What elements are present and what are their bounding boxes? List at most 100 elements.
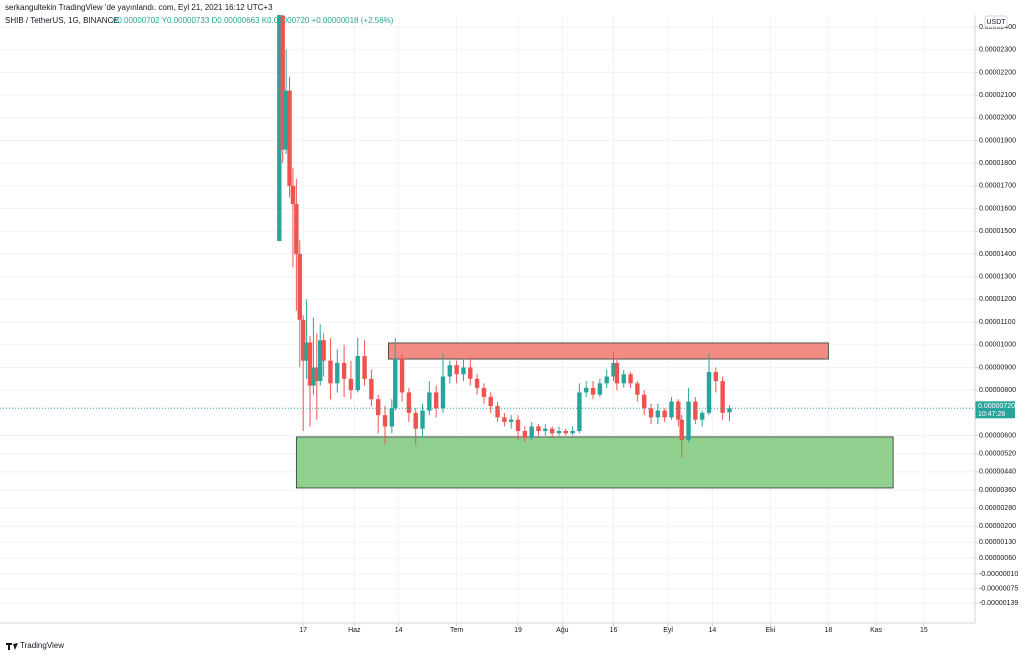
y-tick-label: 0.00000600	[979, 432, 1016, 439]
candle-body	[389, 408, 395, 427]
candle-body	[348, 378, 354, 391]
candle-body	[488, 396, 493, 407]
candle-body	[399, 358, 405, 393]
candle-body	[577, 392, 582, 432]
candle-body	[433, 392, 439, 409]
candle-body	[341, 362, 347, 379]
y-tick-label: 0.00000520	[979, 451, 1016, 458]
y-tick-label: 0.00001400	[979, 251, 1016, 258]
candle-body	[522, 431, 528, 438]
x-tick-label: 19	[514, 627, 522, 634]
candle-body	[614, 362, 620, 384]
candle-body	[290, 185, 296, 205]
candle-body	[648, 408, 654, 418]
candle-body	[427, 392, 432, 411]
candle-body	[277, 15, 282, 242]
currency-box[interactable]	[984, 15, 1008, 28]
x-tick-label: 15	[920, 627, 928, 634]
candle-body	[461, 367, 466, 375]
y-tick-label: 0.00001300	[979, 274, 1016, 281]
y-tick-label: 0.00001600	[979, 205, 1016, 212]
y-tick-label: 0.00002300	[979, 47, 1016, 54]
candle-body	[556, 431, 562, 434]
candle-body	[597, 383, 603, 395]
candle-body	[502, 417, 507, 422]
candle-body	[699, 412, 705, 420]
candle-body	[495, 406, 500, 418]
candle-body	[570, 431, 575, 434]
candle-body	[474, 378, 480, 388]
y-tick-label: 0.00002100	[979, 92, 1016, 99]
y-tick-label: 0.00001200	[979, 296, 1016, 303]
y-tick-label: 0.00002200	[979, 69, 1016, 76]
x-tick-label: 16	[610, 627, 618, 634]
y-tick-label: 0.00000280	[979, 505, 1016, 512]
y-tick-label: 0.00000900	[979, 364, 1016, 371]
symbol-title: SHIB / TetherUS, 1G, BINANCE	[5, 16, 119, 25]
brand-name: TradingView	[20, 641, 64, 650]
y-tick-label: 0.00000360	[979, 487, 1016, 494]
candle-body	[406, 392, 412, 413]
y-tick-label: 0.00000440	[979, 469, 1016, 476]
candle-body	[515, 419, 521, 432]
candle-body	[642, 394, 647, 409]
candle-body	[635, 383, 640, 395]
y-tick-label: 0.00001500	[979, 228, 1016, 235]
candle-body	[355, 356, 360, 391]
candle-body	[727, 408, 732, 413]
currency-label[interactable]: USDT	[986, 19, 1006, 26]
candle-body	[335, 362, 340, 384]
candle-body	[420, 410, 425, 429]
candle-body	[300, 319, 306, 361]
candle-body	[706, 371, 712, 413]
y-tick-label: 0.00000130	[979, 539, 1016, 546]
grid	[0, 15, 975, 623]
candle-body	[382, 415, 388, 427]
y-tick-label: -0.00000139	[979, 600, 1018, 607]
candle-body	[454, 365, 459, 375]
ohlc-legend: A0.00000702 Y0.00000733 D0.00000663 K0.0…	[112, 16, 394, 25]
candle-body	[590, 387, 596, 395]
y-tick-label: 0.00000060	[979, 555, 1016, 562]
countdown-label: 10:47:28	[978, 411, 1005, 418]
x-tick-label: 17	[299, 627, 307, 634]
y-tick-label: 0.00002000	[979, 115, 1016, 122]
candle-body	[304, 342, 309, 361]
candle-body	[604, 376, 609, 384]
price-zone	[388, 342, 829, 360]
candle-body	[440, 376, 446, 409]
candle-body	[311, 367, 316, 386]
x-tick-label: Eyl	[663, 627, 673, 634]
candle-body	[655, 410, 661, 418]
price-zone	[295, 436, 894, 489]
candle-body	[621, 374, 626, 384]
candle-body	[376, 399, 381, 416]
candle-body	[720, 381, 725, 413]
y-tick-label: 0.00000200	[979, 523, 1016, 530]
published-line: serkangultekin TradingView 'de yayınland…	[5, 3, 273, 12]
y-tick-label: 0.00001900	[979, 137, 1016, 144]
y-tick-label: -0.00000010	[979, 571, 1018, 578]
candle-body	[543, 428, 548, 432]
candle-body	[369, 378, 374, 400]
candle-body	[318, 340, 323, 382]
candle-body	[662, 410, 667, 418]
candle-body	[686, 401, 691, 441]
candle-body	[563, 431, 568, 434]
candle-body	[283, 90, 289, 150]
candle-body	[280, 15, 285, 150]
candle-body	[628, 374, 633, 384]
candle-body	[362, 356, 367, 379]
candle-body	[509, 419, 514, 422]
x-tick-label: Kas	[870, 627, 883, 634]
candle-body	[679, 419, 684, 441]
y-tick-label: 0.00000800	[979, 387, 1016, 394]
candle-body	[481, 387, 487, 397]
last-price-label: 0.00000720	[978, 403, 1015, 410]
candle-body	[413, 412, 418, 429]
candle-body	[321, 340, 326, 361]
brand-logo	[6, 643, 18, 650]
candle-body	[611, 362, 616, 377]
